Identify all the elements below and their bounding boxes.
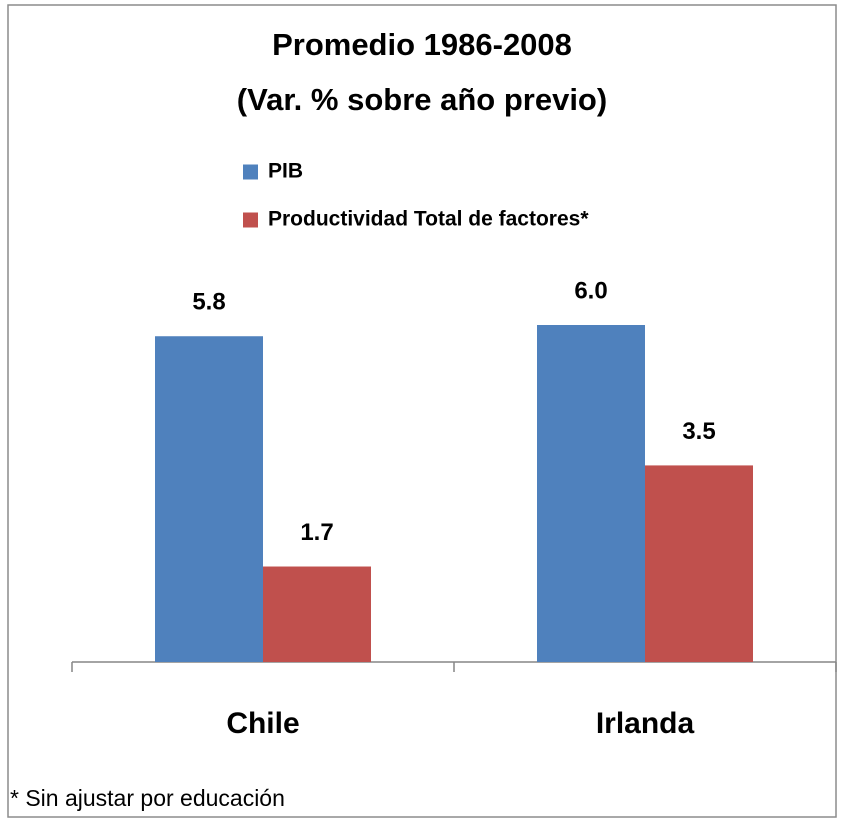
footnote: * Sin ajustar por educación — [10, 785, 285, 811]
x-tick-label: Chile — [226, 707, 299, 740]
bar — [155, 336, 263, 662]
legend-label: PIB — [268, 160, 303, 183]
data-label: 6.0 — [574, 277, 607, 304]
legend-label: Productividad Total de factores* — [268, 208, 589, 231]
legend-swatch — [243, 212, 258, 228]
data-label: 5.8 — [192, 289, 225, 316]
chart-frame — [7, 4, 837, 818]
bar — [645, 465, 753, 662]
data-label: 3.5 — [682, 418, 715, 445]
data-label: 1.7 — [300, 519, 333, 546]
chart-subtitle: (Var. % sobre año previo) — [237, 82, 607, 117]
x-tick-label: Irlanda — [596, 707, 695, 740]
legend-swatch — [243, 164, 258, 180]
bar — [263, 566, 371, 662]
bar — [537, 325, 645, 662]
chart-title: Promedio 1986-2008 — [272, 27, 572, 62]
